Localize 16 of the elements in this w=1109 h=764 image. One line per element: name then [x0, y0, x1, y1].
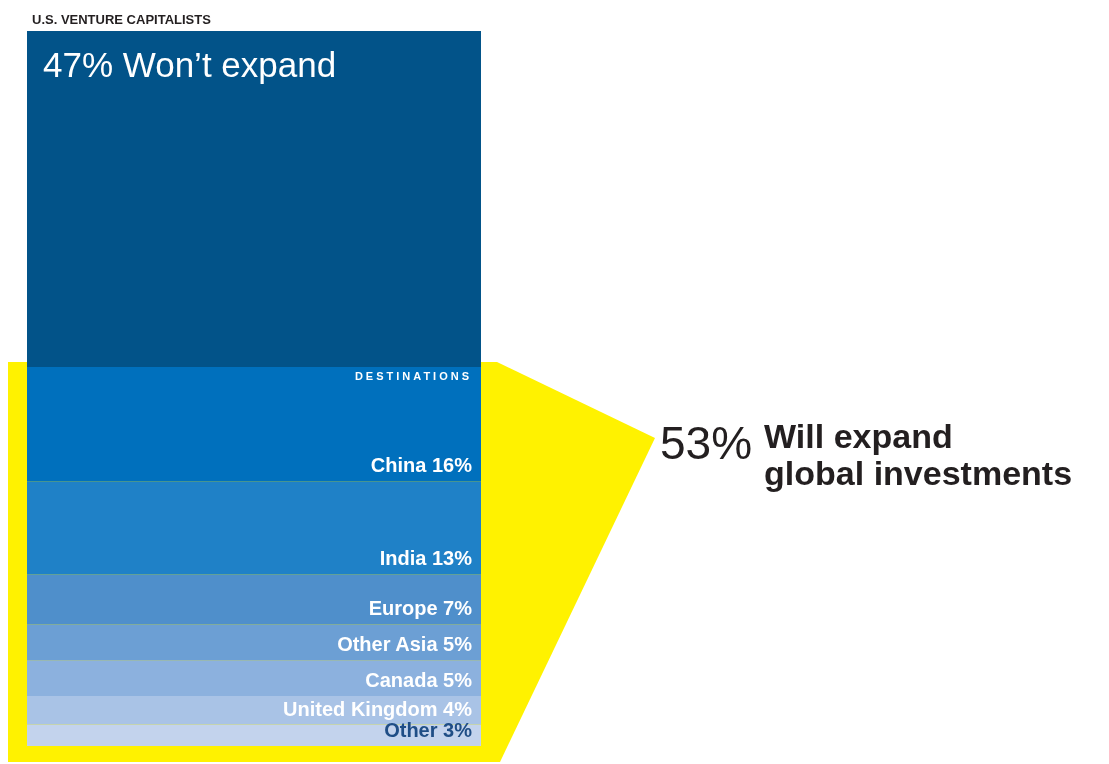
data-label: 47% Won’t expand [43, 45, 337, 84]
bar [27, 367, 481, 482]
data-label: India 13% [379, 547, 473, 570]
annotation: DESTINATIONS [354, 370, 472, 382]
data-label: United Kingdom 4% [283, 697, 473, 720]
bar [27, 624, 481, 661]
data-label: China 16% [370, 454, 473, 477]
bar [27, 660, 481, 696]
bar [27, 574, 481, 625]
bar [27, 481, 481, 575]
data-label: Canada 5% [365, 668, 473, 691]
data-label: Europe 7% [368, 597, 473, 620]
chart-title: U.S. VENTURE CAPITALISTS [32, 12, 212, 27]
data-label: Other 3% [384, 719, 473, 741]
bar [27, 724, 481, 746]
data-label: Other Asia 5% [337, 633, 473, 656]
